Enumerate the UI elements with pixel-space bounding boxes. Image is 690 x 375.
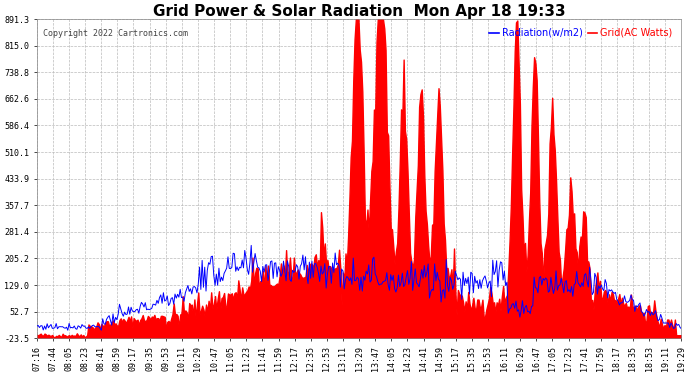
- Title: Grid Power & Solar Radiation  Mon Apr 18 19:33: Grid Power & Solar Radiation Mon Apr 18 …: [152, 4, 565, 19]
- Text: Copyright 2022 Cartronics.com: Copyright 2022 Cartronics.com: [43, 29, 188, 38]
- Legend: Radiation(w/m2), Grid(AC Watts): Radiation(w/m2), Grid(AC Watts): [486, 24, 676, 42]
